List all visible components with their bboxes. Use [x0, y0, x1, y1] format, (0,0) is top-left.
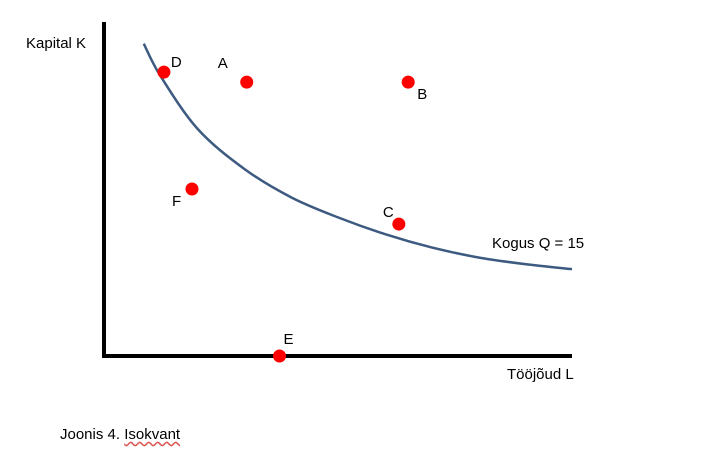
point-label-d: D [171, 54, 182, 71]
caption-word: Isokvant [124, 426, 181, 443]
caption-prefix: Joonis 4. [60, 426, 125, 443]
point-f [185, 182, 199, 196]
isoquant-label: Kogus Q = 15 [492, 235, 584, 252]
point-label-e: E [284, 331, 294, 348]
figure-caption: Joonis 4. Isokvant [60, 426, 180, 443]
axes [102, 22, 572, 358]
isoquant-curve [142, 43, 573, 271]
point-a [240, 75, 254, 89]
point-b [401, 75, 415, 89]
point-label-b: B [417, 86, 427, 103]
data-points: A B C D E F [157, 54, 427, 363]
point-label-a: A [218, 55, 228, 72]
y-axis-label: Kapital K [26, 35, 86, 52]
point-d [157, 65, 171, 79]
x-axis-label: Tööjõud L [507, 366, 574, 383]
point-e [273, 349, 286, 363]
point-label-c: C [383, 204, 394, 221]
point-c [392, 217, 406, 231]
point-label-f: F [172, 193, 181, 210]
